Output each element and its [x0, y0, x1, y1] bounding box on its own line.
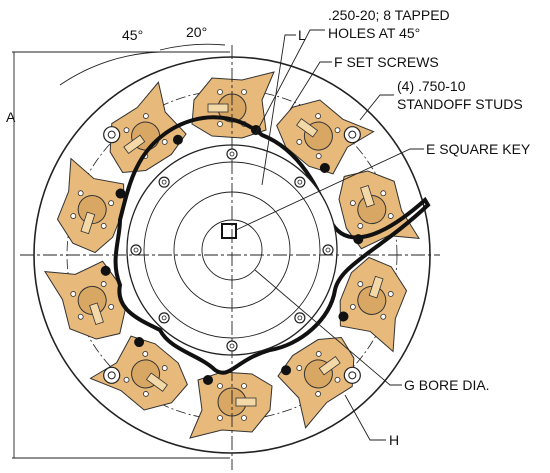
- callout-label: E SQUARE KEY: [426, 141, 531, 157]
- angle-label: 45°: [122, 27, 143, 43]
- callout-label: STANDOFF STUDS: [397, 96, 523, 112]
- callout-label: G BORE DIA.: [404, 377, 490, 393]
- callout-label: H: [389, 432, 399, 448]
- pawl-bolt: [218, 384, 223, 389]
- pawl-bolt: [218, 122, 223, 127]
- angle-label: 20°: [186, 24, 207, 40]
- pawl-bolt: [242, 416, 247, 421]
- callout-label: F SET SCREWS: [334, 54, 439, 70]
- callout-label: (4) .750-10: [397, 78, 466, 94]
- tapped-hole: [159, 313, 169, 323]
- dimension-label: A: [6, 109, 16, 125]
- tapped-hole: [227, 149, 237, 159]
- tapped-hole: [295, 313, 305, 323]
- standoff-stud: [104, 127, 120, 143]
- pawl-bolt: [218, 416, 223, 421]
- pawl-screw: [203, 375, 213, 385]
- tapped-hole: [227, 341, 237, 351]
- standoff-stud: [344, 367, 360, 383]
- tapped-hole: [159, 177, 169, 187]
- tapped-hole: [323, 245, 333, 255]
- pawl-bolt: [242, 384, 247, 389]
- standoff-stud: [344, 127, 360, 143]
- tapped-hole: [131, 245, 141, 255]
- pawl-bolt: [242, 90, 247, 95]
- callout-label: .250-20; 8 TAPPED: [328, 7, 450, 23]
- pawl-spring: [208, 104, 228, 112]
- pawl-spring: [236, 398, 256, 406]
- standoff-stud: [104, 367, 120, 383]
- pawl-bolt: [218, 90, 223, 95]
- callout-label: HOLES AT 45°: [328, 25, 420, 41]
- tapped-hole: [295, 177, 305, 187]
- callout-label: L: [298, 27, 306, 43]
- dim-arc-20: [160, 44, 225, 50]
- square-key: [222, 224, 236, 238]
- coupling-drawing: 45° 20° L .250-20; 8 TAPPED HOLES AT 45°…: [0, 0, 550, 473]
